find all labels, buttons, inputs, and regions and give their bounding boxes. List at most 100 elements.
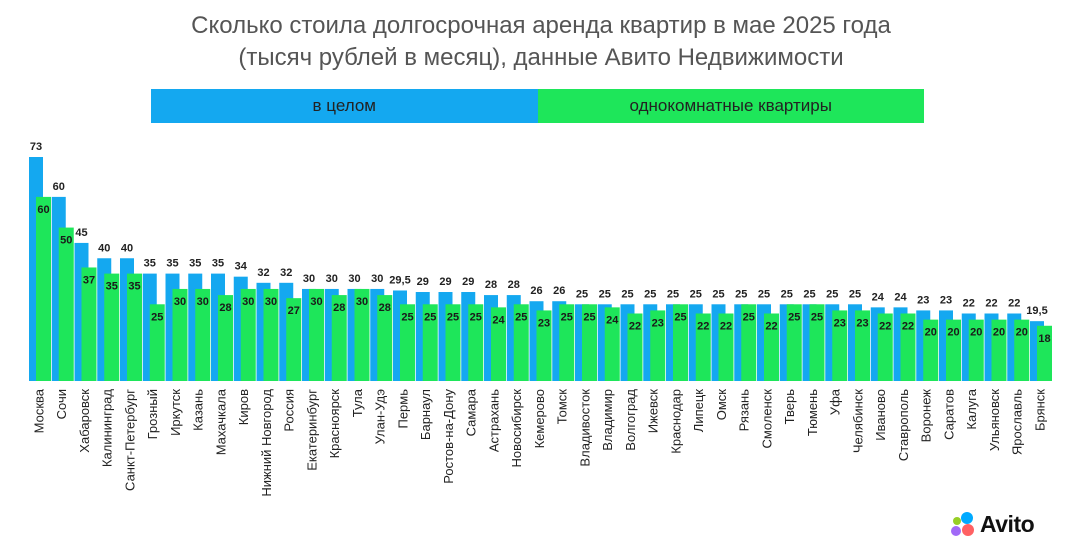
data-label-overall: 25 bbox=[621, 288, 633, 300]
category-label: Астрахань bbox=[486, 389, 501, 452]
bar-one-room bbox=[36, 196, 51, 381]
data-label-one-room: 25 bbox=[743, 311, 755, 323]
data-label-one-room: 60 bbox=[37, 204, 49, 216]
bar-one-room bbox=[400, 304, 415, 381]
bar-one-room bbox=[786, 304, 802, 381]
data-label-one-room: 30 bbox=[310, 296, 322, 308]
category-label: Ижевск bbox=[646, 389, 661, 434]
category-label: Грозный bbox=[145, 389, 160, 439]
data-label-one-room: 22 bbox=[697, 320, 709, 332]
category-label: Казань bbox=[191, 389, 206, 431]
data-label-overall: 35 bbox=[166, 258, 178, 270]
data-label-overall: 32 bbox=[257, 267, 269, 279]
category-label: Санкт-Петербург bbox=[122, 389, 137, 491]
data-label-overall: 29 bbox=[462, 276, 474, 288]
data-label-one-room: 22 bbox=[902, 320, 914, 332]
data-label-one-room: 23 bbox=[538, 317, 550, 329]
bar-one-room bbox=[491, 307, 506, 381]
data-label-overall: 35 bbox=[144, 258, 156, 270]
data-label-one-room: 30 bbox=[197, 296, 209, 308]
bar-one-room bbox=[718, 313, 734, 381]
category-label: Ставрополь bbox=[896, 389, 911, 461]
bar-one-room bbox=[468, 304, 484, 381]
bar-one-room bbox=[263, 288, 279, 381]
category-label: Челябинск bbox=[850, 389, 865, 453]
data-label-one-room: 25 bbox=[401, 311, 413, 323]
data-label-overall: 25 bbox=[599, 288, 611, 300]
legend-item-overall: в целом bbox=[151, 89, 538, 123]
bar-one-room bbox=[582, 304, 597, 381]
category-label: Хабаровск bbox=[77, 389, 92, 453]
data-label-one-room: 30 bbox=[356, 296, 368, 308]
category-label: Махачкала bbox=[213, 388, 228, 455]
bar-one-room bbox=[968, 319, 984, 381]
bar-one-room bbox=[218, 295, 233, 381]
bar-one-room bbox=[149, 304, 165, 381]
category-label: Москва bbox=[31, 388, 46, 433]
data-label-one-room: 22 bbox=[765, 320, 777, 332]
category-label: Иваново bbox=[873, 389, 888, 441]
data-label-one-room: 20 bbox=[925, 327, 937, 339]
data-label-overall: 25 bbox=[849, 288, 861, 300]
data-label-overall: 25 bbox=[758, 288, 770, 300]
category-label: Кемерово bbox=[532, 389, 547, 448]
data-label-one-room: 22 bbox=[720, 320, 732, 332]
category-label: Киров bbox=[236, 389, 251, 425]
data-label-one-room: 50 bbox=[60, 235, 72, 247]
data-label-overall: 22 bbox=[963, 297, 975, 309]
data-label-one-room: 18 bbox=[1038, 333, 1050, 345]
category-label: Калуга bbox=[964, 388, 979, 429]
data-label-one-room: 25 bbox=[424, 311, 436, 323]
data-label-overall: 25 bbox=[690, 288, 702, 300]
category-label: Тула bbox=[350, 388, 365, 417]
data-label-overall: 24 bbox=[872, 291, 885, 303]
data-label-one-room: 25 bbox=[811, 311, 823, 323]
data-label-one-room: 25 bbox=[674, 311, 686, 323]
data-label-overall: 30 bbox=[326, 273, 338, 285]
data-label-overall: 73 bbox=[30, 141, 42, 153]
bar-one-room bbox=[900, 313, 916, 381]
data-label-one-room: 25 bbox=[788, 311, 800, 323]
data-label-overall: 25 bbox=[712, 288, 724, 300]
bar-one-room bbox=[354, 288, 370, 381]
data-label-overall: 29 bbox=[417, 276, 429, 288]
data-label-overall: 25 bbox=[735, 288, 747, 300]
data-label-overall: 29 bbox=[439, 276, 451, 288]
data-label-overall: 23 bbox=[940, 294, 952, 306]
data-label-overall: 32 bbox=[280, 267, 292, 279]
avito-logo: Avito bbox=[950, 509, 1035, 539]
data-label-one-room: 28 bbox=[379, 302, 391, 314]
data-label-one-room: 27 bbox=[288, 305, 300, 317]
category-label: Сочи bbox=[54, 389, 69, 419]
data-label-overall: 30 bbox=[371, 273, 383, 285]
category-label: Самара bbox=[464, 388, 479, 436]
category-label: Ульяновск bbox=[987, 389, 1002, 451]
category-label: Рязань bbox=[737, 389, 752, 432]
chart-title: Сколько стоила долгосрочная аренда кварт… bbox=[0, 10, 1082, 74]
bar-one-room bbox=[764, 313, 779, 381]
bar-one-room bbox=[536, 310, 552, 381]
data-label-one-room: 25 bbox=[470, 311, 482, 323]
chart-title-line1: Сколько стоила долгосрочная аренда кварт… bbox=[191, 12, 891, 39]
category-label: Екатеринбург bbox=[304, 389, 319, 471]
bar-one-room bbox=[559, 304, 575, 381]
data-label-one-room: 28 bbox=[333, 302, 345, 314]
category-label: Красноярск bbox=[327, 389, 342, 459]
category-label: Улан-Удэ bbox=[373, 389, 388, 445]
category-label: Смоленск bbox=[759, 389, 774, 449]
data-label-overall: 19,5 bbox=[1026, 305, 1047, 317]
category-label: Калининград bbox=[100, 389, 115, 467]
bar-one-room bbox=[309, 288, 324, 381]
data-label-one-room: 23 bbox=[652, 317, 664, 329]
category-label: Краснодар bbox=[668, 389, 683, 454]
legend-label-one-room: однокомнатные квартиры bbox=[629, 96, 832, 115]
category-label: Иркутск bbox=[168, 389, 183, 436]
bar-one-room bbox=[673, 304, 688, 381]
category-label: Нижний Новгород bbox=[259, 389, 274, 497]
data-label-overall: 28 bbox=[485, 279, 497, 291]
bar-one-room bbox=[445, 304, 461, 381]
data-label-overall: 40 bbox=[98, 242, 110, 254]
data-label-overall: 35 bbox=[212, 258, 224, 270]
data-label-one-room: 35 bbox=[106, 281, 118, 293]
